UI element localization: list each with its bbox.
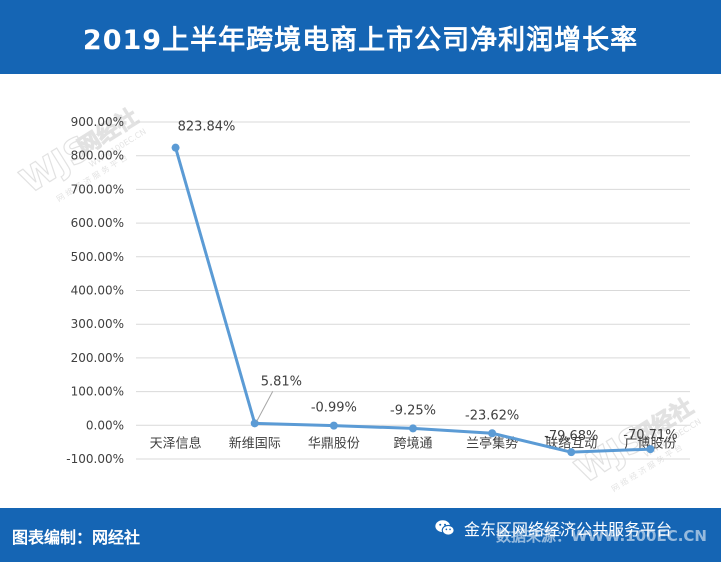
data-label-leader <box>256 391 274 422</box>
y-tick-label: 200.00% <box>71 351 124 365</box>
chart-title: 2019上半年跨境电商上市公司净利润增长率 <box>82 24 639 56</box>
wechat-icon <box>435 520 455 536</box>
y-tick-label: 700.00% <box>71 182 124 196</box>
data-label: 823.84% <box>178 120 236 135</box>
y-tick-label: 900.00% <box>71 115 124 129</box>
footer-banner: 图表编制：网经社 金东区网络经济公共服务平台 数据来源：WWW.100EC.CN <box>0 508 721 562</box>
x-tick-label: 新维国际 <box>229 435 281 451</box>
data-label: -9.25% <box>390 403 436 418</box>
y-tick-label: 300.00% <box>71 317 124 331</box>
y-tick-label: 600.00% <box>71 216 124 230</box>
data-label: -0.99% <box>311 401 357 416</box>
data-labels: 823.84% 5.81% -0.99% -9.25% -23.62% -79.68% -7… <box>178 120 678 444</box>
data-label: -79.68% <box>544 429 598 444</box>
y-tick-label: 500.00% <box>71 250 124 264</box>
header-banner: 2019上半年跨境电商上市公司净利润增长率 <box>0 0 721 74</box>
x-tick-label: 广博股份 <box>624 436 676 451</box>
x-tick-label: 跨境通 <box>393 436 432 451</box>
y-tick-label: 800.00% <box>71 149 124 163</box>
x-tick-label: 兰亭集势 <box>466 435 518 451</box>
gridlines <box>136 121 690 460</box>
series-line-group <box>171 143 655 457</box>
data-source: 数据来源：WWW.100EC.CN <box>496 527 707 545</box>
data-label: -23.62% <box>465 408 519 423</box>
x-tick-label: 联络互动 <box>545 435 597 451</box>
data-point <box>646 445 655 454</box>
data-point <box>409 424 417 433</box>
y-tick-label: 100.00% <box>71 385 124 399</box>
y-tick-label: 0.00% <box>86 418 124 432</box>
data-point <box>171 143 180 152</box>
x-tick-label: 天泽信息 <box>150 435 202 451</box>
data-point <box>567 448 576 457</box>
x-axis-ticks: 天泽信息 新维国际 华鼎股份 跨境通 兰亭集势 联络互动 广博股份 <box>150 435 677 451</box>
wechat-account-badge: 金东区网络经济公共服务平台 <box>434 516 672 540</box>
y-axis-ticks: -100.00% 0.00% 100.00% 200.00% 300.00% 400.00… <box>66 115 124 466</box>
y-tick-label: 400.00% <box>71 284 124 298</box>
chart-credit: 图表编制：网经社 <box>12 528 141 547</box>
x-tick-label: 华鼎股份 <box>308 436 360 451</box>
data-label: -70.71% <box>623 428 677 443</box>
data-label: 5.81% <box>261 374 302 389</box>
data-point <box>488 429 497 438</box>
data-point <box>329 421 338 430</box>
wechat-account-name: 金东区网络经济公共服务平台 <box>464 520 673 539</box>
y-tick-label: -100.00% <box>66 452 124 466</box>
